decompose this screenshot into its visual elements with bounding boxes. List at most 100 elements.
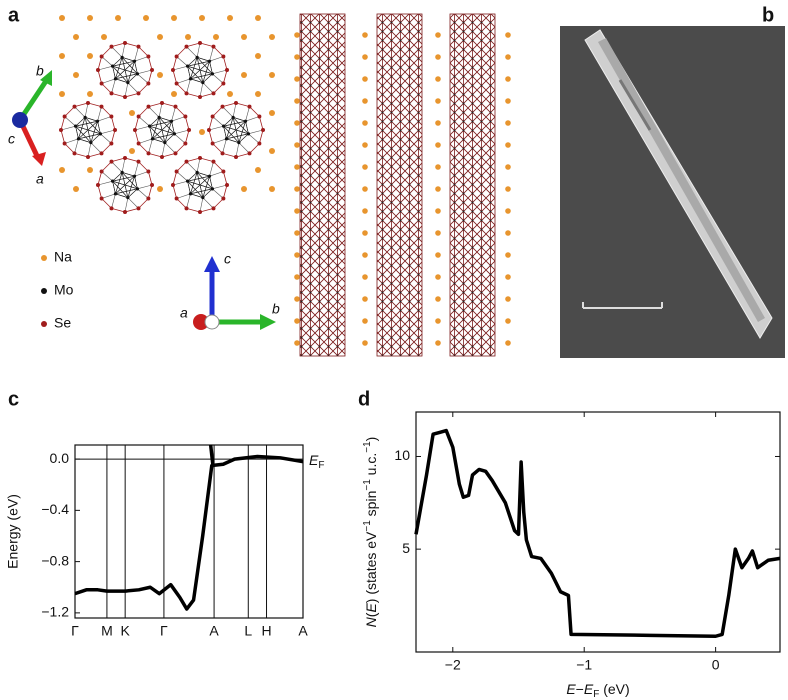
se-atom bbox=[136, 141, 141, 146]
legend-marker bbox=[41, 321, 47, 327]
bond bbox=[171, 116, 186, 122]
x-tick-label: L bbox=[244, 623, 252, 639]
y-axis-label-part: spin bbox=[363, 491, 379, 521]
se-atom bbox=[183, 141, 188, 146]
axis-label: b bbox=[272, 301, 280, 317]
bond bbox=[223, 126, 227, 139]
se-atom bbox=[123, 156, 127, 160]
mo-atom bbox=[157, 115, 161, 119]
bond bbox=[172, 65, 188, 71]
se-atom bbox=[123, 210, 127, 214]
na-atom bbox=[362, 120, 368, 126]
bond bbox=[186, 157, 201, 163]
bond bbox=[176, 171, 188, 182]
bond bbox=[190, 57, 198, 79]
na-atom bbox=[59, 15, 65, 21]
axis-triad: b a c bbox=[8, 63, 52, 187]
bond bbox=[138, 161, 149, 172]
bond bbox=[148, 138, 153, 154]
bond bbox=[199, 42, 214, 48]
mo-atom bbox=[169, 119, 174, 123]
bond bbox=[187, 57, 198, 67]
na-atom bbox=[505, 252, 511, 258]
se-atom bbox=[72, 151, 77, 156]
axis-label: c bbox=[224, 251, 231, 267]
na-atom bbox=[294, 32, 300, 38]
na-atom bbox=[505, 164, 511, 170]
se-atom bbox=[247, 151, 252, 156]
bond bbox=[187, 60, 210, 67]
bond bbox=[112, 175, 135, 182]
bond bbox=[101, 83, 112, 94]
bond bbox=[112, 57, 123, 67]
bond bbox=[187, 175, 210, 182]
na-atom bbox=[362, 208, 368, 214]
bond bbox=[134, 161, 139, 177]
bond bbox=[175, 106, 186, 117]
bond bbox=[137, 69, 153, 75]
na-atom bbox=[269, 110, 275, 116]
bond bbox=[134, 56, 149, 62]
bond bbox=[222, 184, 228, 199]
se-atom bbox=[146, 169, 151, 174]
bond bbox=[134, 61, 138, 74]
bond bbox=[101, 56, 113, 67]
bond bbox=[127, 82, 139, 94]
bond bbox=[223, 117, 234, 127]
chain bbox=[299, 13, 346, 357]
sem-image bbox=[560, 26, 785, 358]
crystal-structure bbox=[59, 13, 511, 357]
mo-atom bbox=[201, 196, 205, 200]
na-atom bbox=[157, 34, 163, 40]
se-atom bbox=[234, 155, 238, 159]
bond bbox=[64, 138, 79, 144]
bond bbox=[213, 46, 224, 57]
axis-label: c bbox=[8, 131, 15, 147]
y-axis-label-part: ) bbox=[363, 437, 379, 442]
bond bbox=[110, 116, 116, 131]
bond bbox=[161, 142, 166, 158]
bond bbox=[138, 198, 149, 209]
mo-atom bbox=[185, 64, 190, 68]
axis-label: a bbox=[36, 171, 44, 187]
se-atom bbox=[174, 169, 179, 174]
mo-atom bbox=[147, 124, 152, 128]
mo-atom bbox=[76, 137, 81, 141]
se-atom bbox=[171, 68, 175, 72]
mo-atom bbox=[132, 174, 137, 178]
bond bbox=[202, 73, 213, 83]
mo-atom bbox=[73, 124, 78, 128]
mo-atom bbox=[221, 124, 226, 128]
mo-atom bbox=[98, 132, 103, 136]
bond bbox=[124, 82, 129, 98]
se-atom bbox=[173, 151, 178, 156]
x-axis-label-part: E bbox=[566, 681, 576, 697]
mo-atom bbox=[243, 119, 248, 123]
bond bbox=[115, 172, 123, 194]
na-atom bbox=[435, 208, 441, 214]
na-atom bbox=[294, 120, 300, 126]
bond bbox=[212, 69, 228, 75]
bond bbox=[124, 42, 139, 48]
na-atom bbox=[362, 340, 368, 346]
bond bbox=[196, 42, 201, 58]
na-atom bbox=[87, 91, 93, 97]
bond bbox=[226, 120, 246, 140]
bond bbox=[233, 117, 246, 122]
na-atom bbox=[171, 15, 177, 21]
se-atom bbox=[123, 95, 127, 99]
mo-atom bbox=[185, 179, 190, 183]
bond bbox=[101, 161, 112, 172]
bond bbox=[97, 116, 112, 122]
x-tick-label: 0 bbox=[712, 657, 720, 673]
se-atom bbox=[96, 183, 100, 187]
se-atom bbox=[86, 155, 90, 159]
y-axis-label: N(E) (states eV−1 spin−1 u.c.−1) bbox=[362, 437, 379, 628]
bond bbox=[74, 102, 89, 108]
bond bbox=[209, 176, 213, 189]
bond bbox=[197, 57, 210, 62]
bond bbox=[152, 120, 172, 140]
mo-atom bbox=[110, 64, 115, 68]
mo-atom bbox=[83, 115, 87, 119]
bond bbox=[199, 207, 214, 213]
